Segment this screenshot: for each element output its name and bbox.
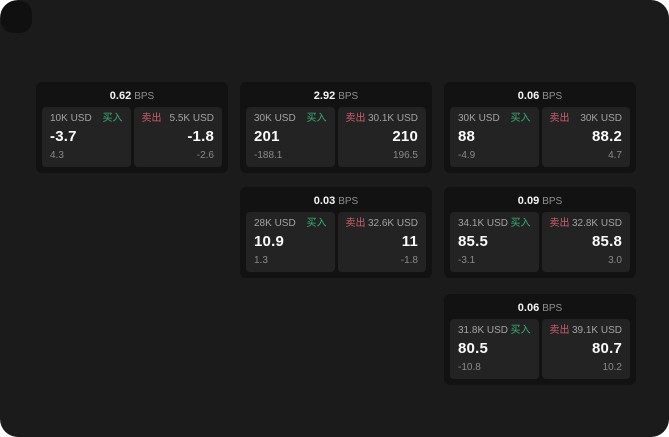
spread-header: 0.06 BPS bbox=[450, 86, 630, 104]
sell-price: 80.7 bbox=[592, 340, 622, 357]
corner-accent bbox=[1, 1, 32, 33]
sell-side-label: 卖出 bbox=[549, 218, 570, 229]
spread-header: 2.92 BPS bbox=[246, 86, 426, 104]
buy-side-label: 买入 bbox=[510, 218, 531, 229]
buy-quote-panel[interactable]: 30K USD 买入 88 -4.9 bbox=[450, 107, 539, 167]
buy-amount: 28K USD bbox=[254, 218, 296, 229]
buy-quote-panel[interactable]: 10K USD 买入 -3.7 4.3 bbox=[42, 107, 131, 167]
buy-side-label: 买入 bbox=[306, 218, 327, 229]
spread-value: 0.06 bbox=[517, 90, 540, 102]
sell-amount: 30K USD bbox=[580, 113, 622, 124]
buy-side-label: 买入 bbox=[306, 113, 327, 124]
sell-side-label: 卖出 bbox=[345, 218, 366, 229]
spread-value: 0.06 bbox=[517, 302, 540, 314]
sell-amount: 5.5K USD bbox=[169, 113, 214, 124]
sell-side-label: 卖出 bbox=[345, 113, 366, 124]
quote-card: 0.06 BPS 30K USD 买入 88 -4.9 卖出 30K USD 88… bbox=[444, 82, 636, 173]
quote-card: 0.03 BPS 28K USD 买入 10.9 1.3 卖出 32.6K USD… bbox=[240, 187, 432, 278]
bps-unit-label: BPS bbox=[542, 303, 563, 314]
buy-price: 10.9 bbox=[254, 233, 284, 250]
bps-unit-label: BPS bbox=[338, 196, 359, 207]
buy-amount: 10K USD bbox=[50, 113, 92, 124]
buy-sub-value: -3.1 bbox=[458, 255, 476, 266]
spread-header: 0.03 BPS bbox=[246, 191, 426, 209]
sell-amount: 32.6K USD bbox=[367, 218, 418, 229]
sell-price: 210 bbox=[392, 128, 418, 145]
sell-side-label: 卖出 bbox=[549, 325, 570, 336]
buy-price: 85.5 bbox=[458, 233, 488, 250]
sell-price: 88.2 bbox=[592, 128, 622, 145]
buy-price: 88 bbox=[458, 128, 476, 145]
buy-quote-panel[interactable]: 34.1K USD 买入 85.5 -3.1 bbox=[450, 212, 539, 272]
sell-side-label: 卖出 bbox=[141, 113, 162, 124]
bps-unit-label: BPS bbox=[542, 196, 563, 207]
buy-price: -3.7 bbox=[50, 128, 77, 145]
buy-amount: 34.1K USD bbox=[458, 218, 509, 229]
sell-sub-value: -2.6 bbox=[196, 150, 214, 161]
sell-sub-value: 196.5 bbox=[392, 150, 418, 161]
sell-price: 85.8 bbox=[592, 233, 622, 250]
sell-quote-panel[interactable]: 卖出 32.6K USD 11 -1.8 bbox=[337, 212, 426, 272]
buy-sub-value: 4.3 bbox=[50, 150, 64, 161]
quote-card: 0.09 BPS 34.1K USD 买入 85.5 -3.1 卖出 32.8K … bbox=[444, 187, 636, 278]
sell-quote-panel[interactable]: 卖出 30.1K USD 210 196.5 bbox=[337, 107, 426, 167]
buy-side-label: 买入 bbox=[510, 325, 531, 336]
buy-quote-panel[interactable]: 28K USD 买入 10.9 1.3 bbox=[246, 212, 335, 272]
sell-side-label: 卖出 bbox=[549, 113, 570, 124]
buy-side-label: 买入 bbox=[102, 113, 123, 124]
buy-sub-value: -4.9 bbox=[458, 150, 476, 161]
spread-value: 0.62 bbox=[109, 90, 132, 102]
buy-amount: 31.8K USD bbox=[458, 325, 509, 336]
spread-value: 0.03 bbox=[313, 195, 336, 207]
quote-card: 0.62 BPS 10K USD 买入 -3.7 4.3 卖出 5.5K USD … bbox=[36, 82, 228, 173]
buy-sub-value: -188.1 bbox=[254, 150, 283, 161]
buy-amount: 30K USD bbox=[254, 113, 296, 124]
bps-unit-label: BPS bbox=[134, 91, 155, 102]
buy-quote-panel[interactable]: 30K USD 买入 201 -188.1 bbox=[246, 107, 335, 167]
quote-card: 0.06 BPS 31.8K USD 买入 80.5 -10.8 卖出 39.1K… bbox=[444, 294, 636, 385]
sell-price: -1.8 bbox=[187, 128, 214, 145]
sell-quote-panel[interactable]: 卖出 39.1K USD 80.7 10.2 bbox=[541, 319, 630, 379]
spread-header: 0.62 BPS bbox=[42, 86, 222, 104]
bps-unit-label: BPS bbox=[338, 91, 359, 102]
buy-sub-value: 1.3 bbox=[254, 255, 268, 266]
quote-card: 2.92 BPS 30K USD 买入 201 -188.1 卖出 30.1K U… bbox=[240, 82, 432, 173]
buy-price: 80.5 bbox=[458, 340, 488, 357]
spread-value: 0.09 bbox=[517, 195, 540, 207]
sell-amount: 32.8K USD bbox=[571, 218, 622, 229]
spread-header: 0.09 BPS bbox=[450, 191, 630, 209]
buy-quote-panel[interactable]: 31.8K USD 买入 80.5 -10.8 bbox=[450, 319, 539, 379]
sell-amount: 30.1K USD bbox=[367, 113, 418, 124]
sell-sub-value: -1.8 bbox=[400, 255, 418, 266]
sell-quote-panel[interactable]: 卖出 32.8K USD 85.8 3.0 bbox=[541, 212, 630, 272]
sell-sub-value: 3.0 bbox=[608, 255, 622, 266]
buy-amount: 30K USD bbox=[458, 113, 500, 124]
spread-header: 0.06 BPS bbox=[450, 298, 630, 316]
buy-side-label: 买入 bbox=[510, 113, 531, 124]
sell-quote-panel[interactable]: 卖出 30K USD 88.2 4.7 bbox=[541, 107, 630, 167]
bps-unit-label: BPS bbox=[542, 91, 563, 102]
sell-sub-value: 10.2 bbox=[602, 362, 622, 373]
sell-amount: 39.1K USD bbox=[571, 325, 622, 336]
sell-sub-value: 4.7 bbox=[608, 150, 622, 161]
buy-sub-value: -10.8 bbox=[458, 362, 481, 373]
sell-price: 11 bbox=[401, 233, 418, 250]
sell-quote-panel[interactable]: 卖出 5.5K USD -1.8 -2.6 bbox=[133, 107, 222, 167]
spread-value: 2.92 bbox=[313, 90, 336, 102]
buy-price: 201 bbox=[254, 128, 280, 145]
